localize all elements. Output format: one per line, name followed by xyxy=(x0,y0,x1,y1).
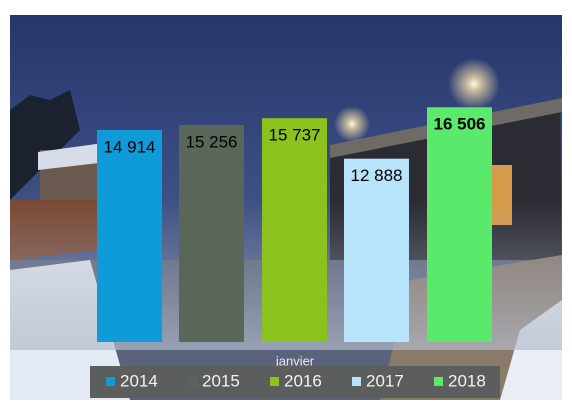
bar xyxy=(427,107,492,342)
legend-swatch xyxy=(352,377,361,386)
legend-label: 2016 xyxy=(284,371,322,390)
legend-swatch xyxy=(106,377,115,386)
value-label: 15 256 xyxy=(186,133,238,152)
legend-swatch xyxy=(188,377,197,386)
legend-swatch xyxy=(270,377,279,386)
bar xyxy=(262,118,327,342)
legend-label: 2017 xyxy=(366,371,404,390)
legend-label: 2018 xyxy=(448,371,486,390)
x-tick-label: janvier xyxy=(275,353,315,368)
value-label: 16 506 xyxy=(434,115,486,134)
value-label: 14 914 xyxy=(104,137,156,156)
legend-label: 2014 xyxy=(120,371,158,390)
legend-label: 2015 xyxy=(202,371,240,390)
bar xyxy=(97,129,162,342)
value-label: 12 888 xyxy=(351,166,403,185)
bar xyxy=(344,158,409,342)
legend-swatch xyxy=(434,377,443,386)
value-label: 15 737 xyxy=(269,126,321,145)
bar xyxy=(179,125,244,342)
legend-background xyxy=(90,366,500,398)
legend: 2014 2015 2016 2017 2018 xyxy=(106,371,486,390)
plot-area: janvier 14 914 15 256 15 737 12 888 16 506 xyxy=(97,107,492,368)
